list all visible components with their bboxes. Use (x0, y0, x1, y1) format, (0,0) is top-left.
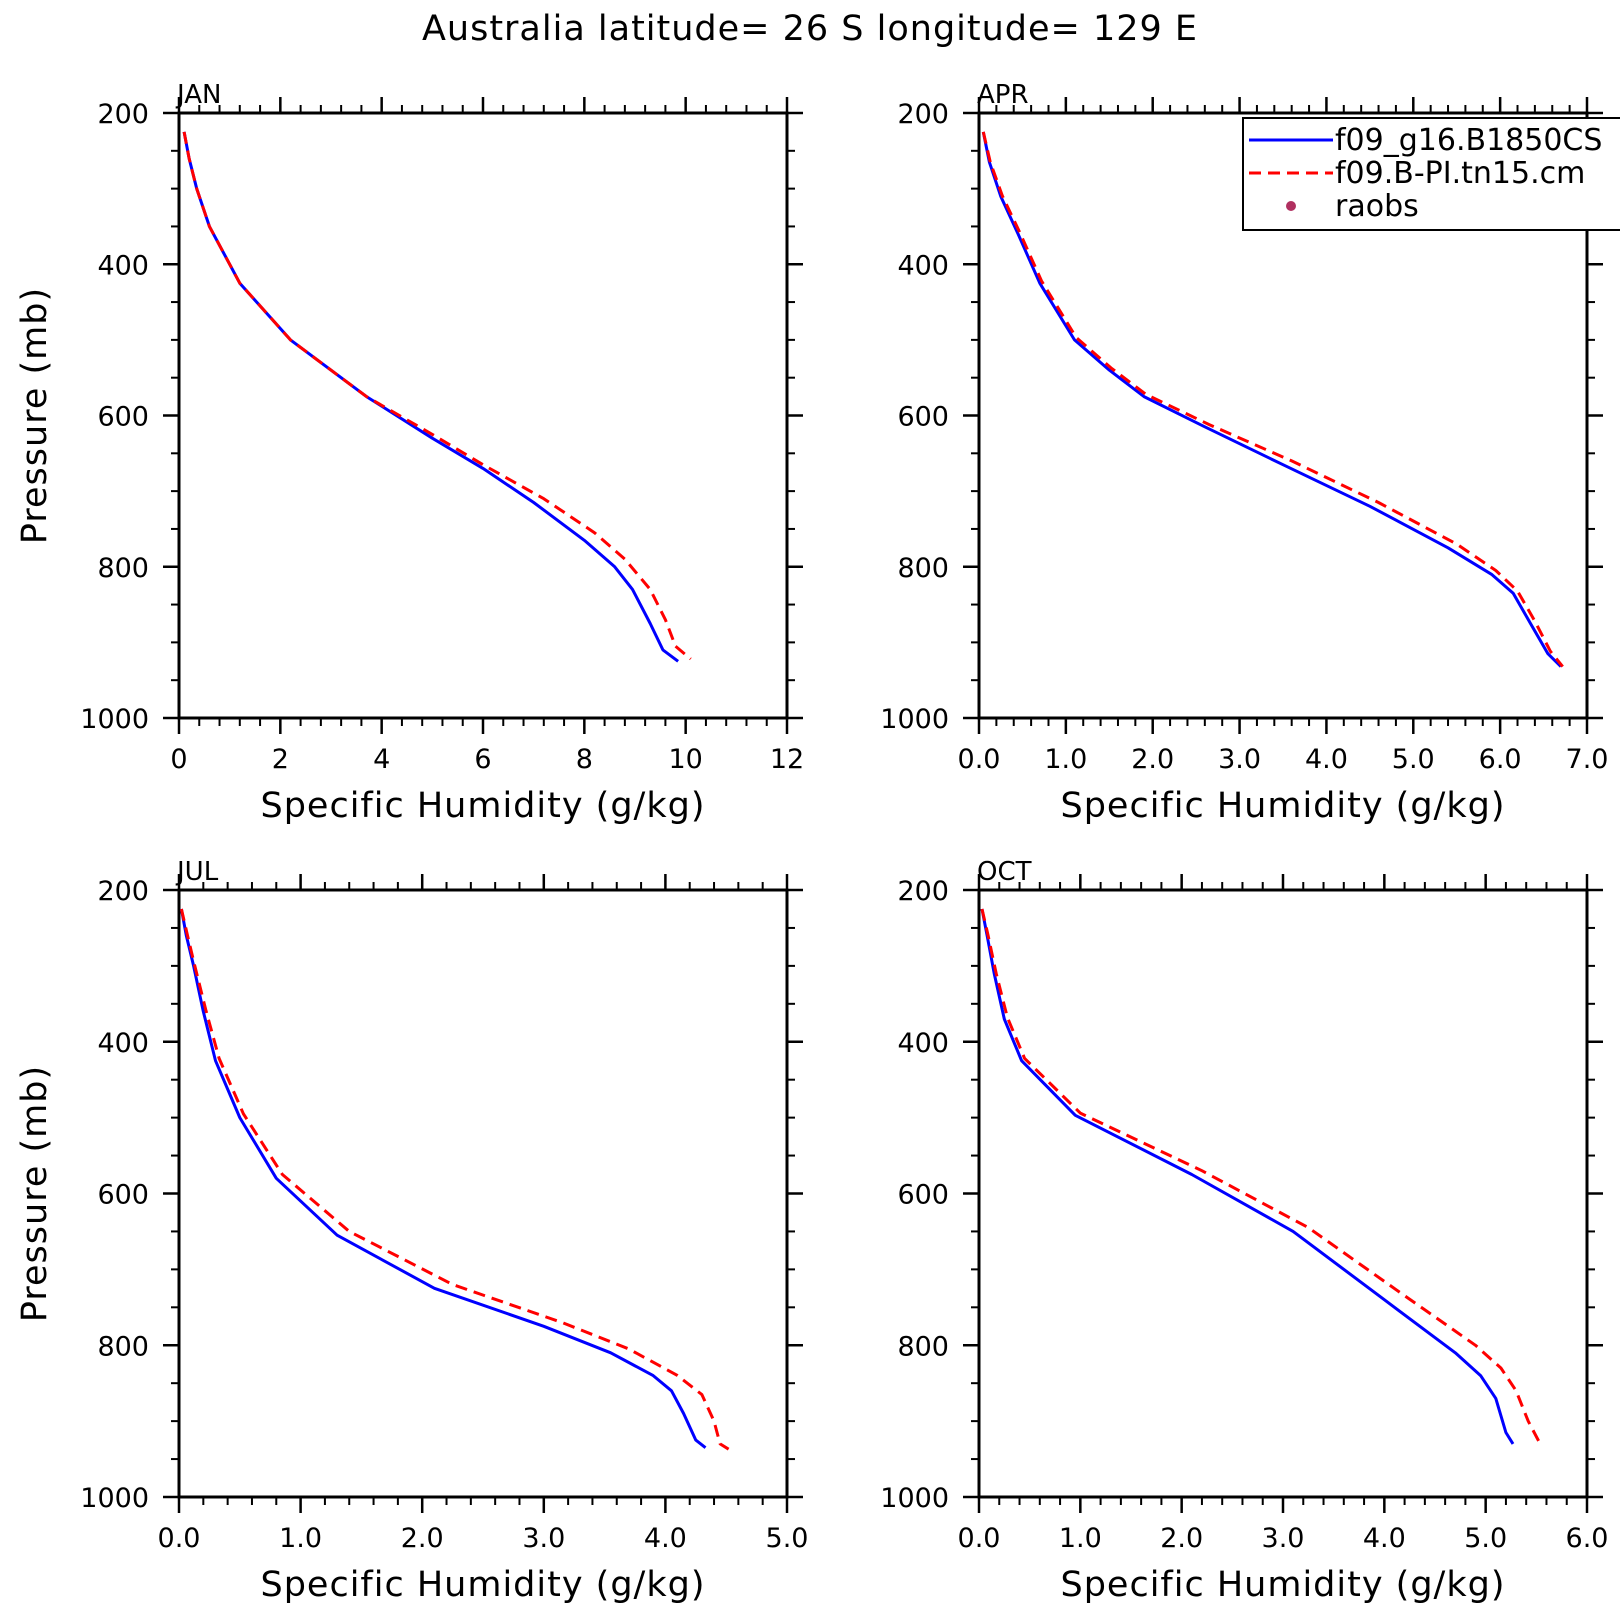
y-tick-label: 400 (897, 250, 949, 281)
y-tick-label: 600 (897, 1180, 949, 1211)
x-tick-label: 1.0 (279, 1523, 322, 1554)
x-tick-label: 3.0 (1218, 744, 1261, 775)
panel-label-oct: OCT (977, 857, 1032, 887)
panel-jul: JUL 0.0 1.0 2.0 3.0 4.0 5.0 200 400 600 800 1000 Spe… (15, 857, 808, 1605)
x-tick-label: 6.0 (1566, 1523, 1609, 1554)
series-line-f09-g16-b1850cs-oct (980, 908, 1515, 1445)
x-tick-label: 4 (373, 744, 390, 775)
legend-label: raobs (1335, 189, 1419, 224)
y-tick-label: 400 (97, 250, 149, 281)
x-axis-label-jul: Specific Humidity (g/kg) (261, 1565, 706, 1605)
x-tick-label: 0.0 (958, 1523, 1001, 1554)
series-line-f09-g16-b1850cs-apr (981, 131, 1562, 668)
x-tick-label: 5.0 (1464, 1523, 1507, 1554)
y-tick-label: 800 (97, 1331, 149, 1362)
panel-label-apr: APR (977, 80, 1029, 110)
x-tick-label: 6.0 (1479, 744, 1522, 775)
panel-apr: APR 0.0 1.0 2.0 3.0 4.0 5.0 6.0 7.0 200 400 600 800 1… (880, 80, 1608, 826)
y-tick-label: 800 (897, 1331, 949, 1362)
y-tick-label: 1000 (880, 704, 949, 735)
y-tick-label: 800 (97, 553, 149, 584)
x-tick-label: 7.0 (1566, 744, 1609, 775)
x-tick-label: 3.0 (522, 1523, 565, 1554)
x-tick-label: 1.0 (1059, 1523, 1102, 1554)
series-line-f09-g16-b1850cs-jul (179, 908, 707, 1449)
y-tick-label: 1000 (880, 1483, 949, 1514)
y-tick-label: 1000 (80, 704, 149, 735)
panel-oct: OCT 0.0 1.0 2.0 3.0 4.0 5.0 6.0 200 400 600 800 1000… (880, 857, 1608, 1605)
plot-frame-jan (177, 111, 789, 720)
panel-label-jul: JUL (175, 857, 219, 887)
legend-label: f09.B-PI.tn15.cm (1335, 156, 1585, 191)
y-tick-label: 200 (897, 99, 949, 130)
y-tick-label: 600 (897, 402, 949, 433)
x-tick-label: 0.0 (958, 744, 1001, 775)
series-line-f09-b-pi-tn15-cm-oct (980, 908, 1543, 1447)
x-tick-label: 12 (770, 744, 804, 775)
x-axis-label-jan: Specific Humidity (g/kg) (261, 786, 706, 826)
x-tick-label: 1.0 (1044, 744, 1087, 775)
x-tick-label: 2 (272, 744, 289, 775)
y-tick-label: 200 (97, 99, 149, 130)
x-tick-label: 5.0 (1392, 744, 1435, 775)
y-tick-label: 600 (97, 1180, 149, 1211)
figure-title: Australia latitude= 26 S longitude= 129 … (422, 9, 1198, 49)
series-line-f09-g16-b1850cs-jan (182, 131, 679, 663)
x-tick-label: 2.0 (1160, 1523, 1203, 1554)
series-line-f09-b-pi-tn15-cm-jul (179, 908, 730, 1451)
y-axis-label-jul: Pressure (mb) (15, 1065, 55, 1322)
series-line-f09-b-pi-tn15-cm-jan (182, 131, 692, 661)
x-tick-label: 8 (576, 744, 593, 775)
legend-box (1242, 117, 1620, 231)
y-axis-label-jan: Pressure (mb) (15, 287, 55, 544)
x-tick-label: 0.0 (158, 1523, 201, 1554)
x-tick-label: 4.0 (1363, 1523, 1406, 1554)
x-tick-label: 2.0 (1131, 744, 1174, 775)
y-tick-label: 800 (897, 553, 949, 584)
x-tick-label: 4.0 (1305, 744, 1348, 775)
panel-jan: JAN 0 2 4 6 8 10 12 200 400 600 800 1000 Specific Hum… (15, 80, 804, 826)
x-tick-label: 4.0 (644, 1523, 687, 1554)
x-tick-label: 2.0 (401, 1523, 444, 1554)
x-tick-label: 6 (474, 744, 491, 775)
plot-frame-jul (177, 888, 789, 1499)
y-tick-label: 400 (97, 1028, 149, 1059)
panel-label-jan: JAN (175, 80, 221, 110)
x-tick-label: 0 (170, 744, 187, 775)
x-tick-label: 3.0 (1262, 1523, 1305, 1554)
legend-label: f09_g16.B1850CS (1335, 123, 1602, 158)
y-tick-label: 400 (897, 1028, 949, 1059)
x-tick-label: 5.0 (766, 1523, 809, 1554)
x-tick-label: 10 (668, 744, 702, 775)
y-tick-label: 600 (97, 402, 149, 433)
plot-frame-oct (977, 888, 1589, 1499)
legend-marker-raobs (1286, 201, 1296, 211)
series-line-f09-b-pi-tn15-cm-apr (981, 131, 1564, 668)
x-axis-label-oct: Specific Humidity (g/kg) (1061, 1565, 1506, 1605)
y-tick-label: 200 (97, 876, 149, 907)
x-axis-label-apr: Specific Humidity (g/kg) (1061, 786, 1506, 826)
y-tick-label: 1000 (80, 1483, 149, 1514)
y-tick-label: 200 (897, 876, 949, 907)
